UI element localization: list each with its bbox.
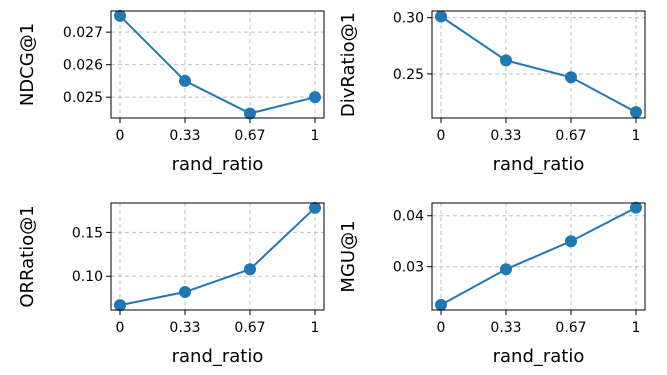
x-axis-label: rand_ratio — [493, 154, 585, 175]
series-line — [440, 206, 637, 306]
data-point — [244, 107, 256, 120]
x-tick-label: 0.33 — [169, 128, 200, 144]
chart-panel-2: 0 0.33 0.67 1 0.25 0.30 rand_ratio DivRatio@1 — [338, 10, 646, 175]
series-line — [440, 15, 637, 114]
data-point — [309, 201, 321, 214]
data-point — [179, 286, 191, 299]
x-tick-label: 0.67 — [555, 128, 586, 144]
data-point — [565, 71, 577, 84]
x-tick-label: 0 — [116, 128, 125, 144]
data-point — [500, 263, 512, 276]
y-tick-label: 0.04 — [393, 209, 424, 225]
x-tick-label: 0 — [116, 320, 125, 336]
data-point — [244, 263, 256, 276]
y-tick-label: 0.026 — [63, 58, 103, 74]
x-tick-label: 0.67 — [234, 128, 265, 144]
y-tick-label: 0.10 — [72, 269, 103, 285]
chart-panel-4: 0 0.33 0.67 1 0.03 0.04 rand_ratio MGU@1 — [338, 201, 646, 367]
y-tick-label: 0.30 — [393, 11, 424, 27]
data-point — [435, 10, 447, 23]
y-axis-label: MGU@1 — [338, 220, 359, 292]
y-axis-label: DivRatio@1 — [338, 12, 359, 117]
y-tick-label: 0.025 — [63, 90, 103, 106]
series-line — [119, 15, 316, 115]
y-axis-label: ORRatio@1 — [17, 205, 38, 307]
plot-frame — [110, 10, 325, 119]
y-tick-label: 0.027 — [63, 25, 103, 41]
x-tick-label: 0.33 — [490, 128, 521, 144]
x-tick-label: 0 — [437, 320, 446, 336]
x-tick-label: 0.67 — [555, 320, 586, 336]
chart-panel-1: 0 0.33 0.67 1 0.025 0.026 0.027 rand_ratio NDCG@… — [17, 9, 325, 175]
y-tick-label: 0.15 — [72, 225, 103, 241]
plot-frame — [110, 202, 325, 311]
data-point — [309, 91, 321, 104]
chart-panel-3: 0 0.33 0.67 1 0.10 0.15 rand_ratio ORRatio@1 — [17, 201, 325, 367]
data-point — [500, 54, 512, 67]
plot-frame — [431, 10, 646, 119]
data-point — [179, 74, 191, 87]
x-tick-label: 1 — [632, 320, 641, 336]
x-axis-label: rand_ratio — [172, 154, 264, 175]
x-tick-label: 0.33 — [169, 320, 200, 336]
data-point — [114, 9, 126, 22]
data-point — [630, 106, 642, 119]
x-tick-label: 0.33 — [490, 320, 521, 336]
data-point — [565, 235, 577, 248]
series-line — [119, 207, 316, 307]
x-tick-label: 0.67 — [234, 320, 265, 336]
x-tick-label: 1 — [311, 128, 320, 144]
y-tick-label: 0.25 — [393, 67, 424, 83]
x-tick-label: 1 — [632, 128, 641, 144]
plot-frame — [431, 202, 646, 311]
data-point — [630, 201, 642, 214]
x-tick-label: 1 — [311, 320, 320, 336]
x-axis-label: rand_ratio — [493, 346, 585, 367]
y-axis-label: NDCG@1 — [17, 23, 38, 106]
x-axis-label: rand_ratio — [172, 346, 264, 367]
data-point — [435, 298, 447, 311]
data-point — [114, 299, 126, 312]
x-tick-label: 0 — [437, 128, 446, 144]
y-tick-label: 0.03 — [393, 260, 424, 276]
